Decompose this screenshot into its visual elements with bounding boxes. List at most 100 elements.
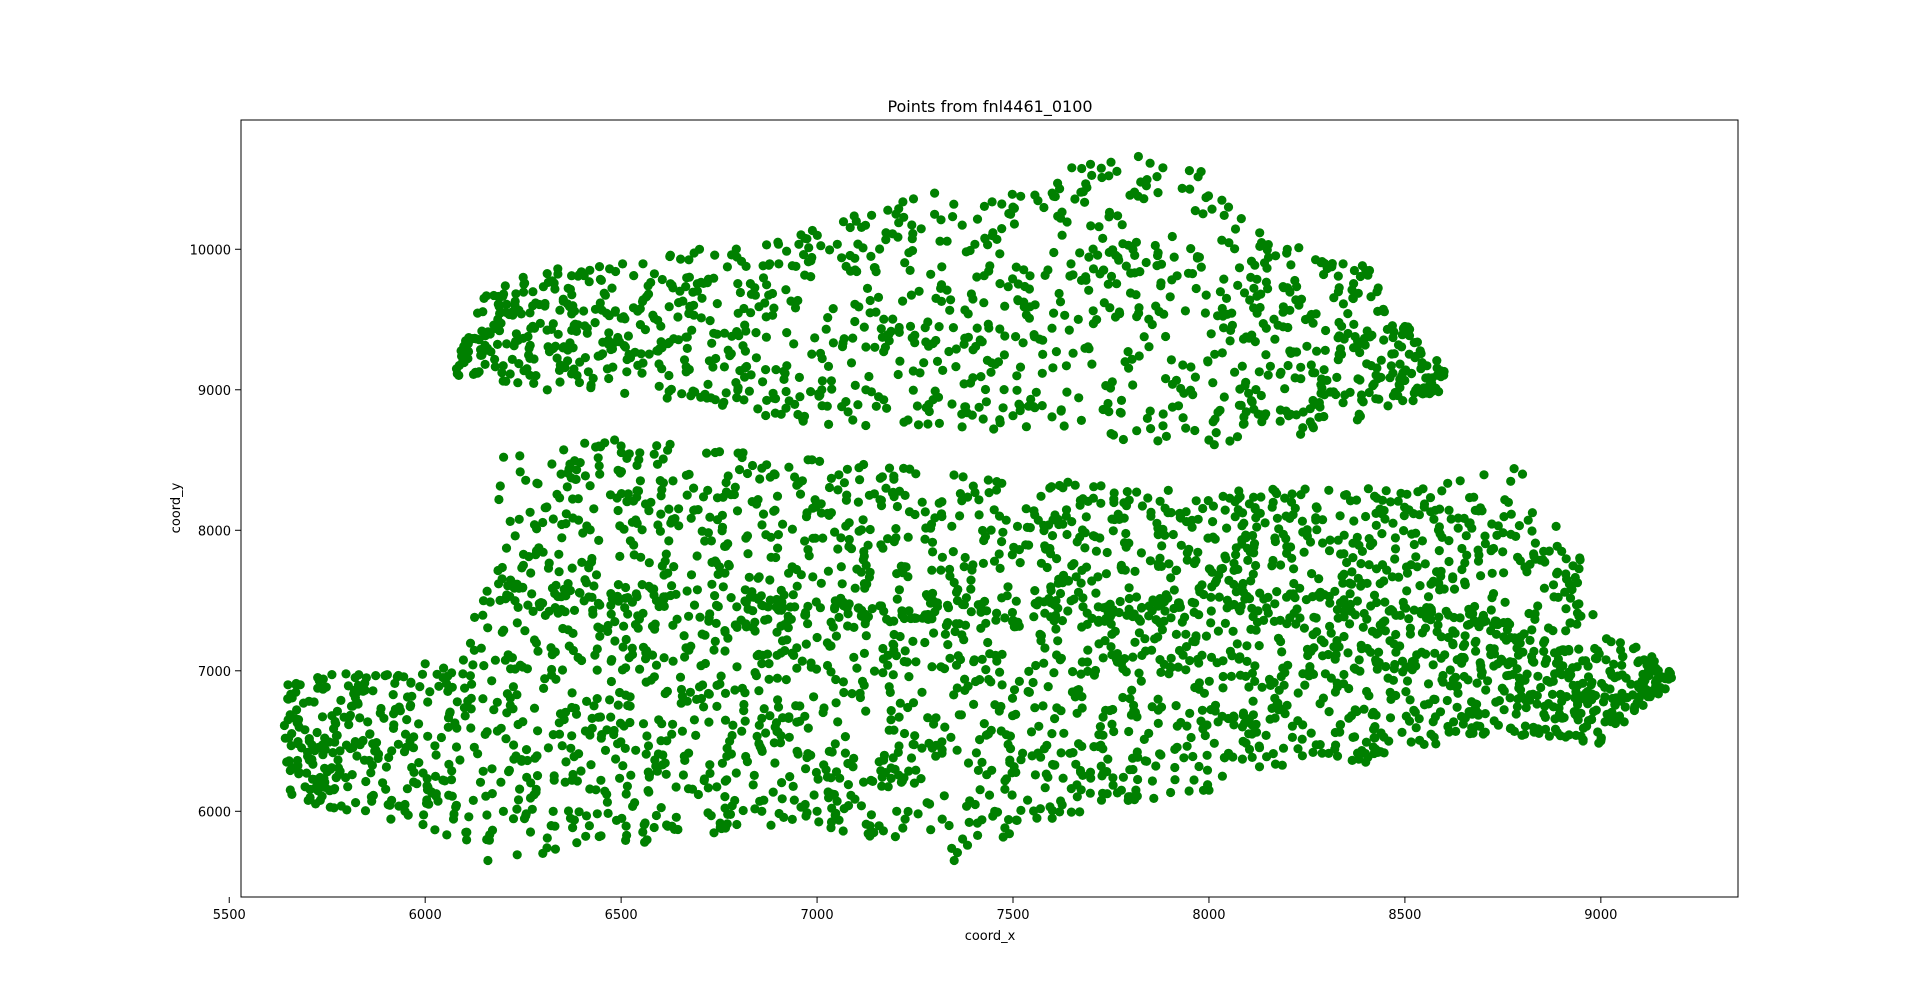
- scatter-point: [1647, 652, 1657, 662]
- scatter-point: [707, 557, 717, 568]
- scatter-point: [1430, 648, 1440, 658]
- scatter-point: [717, 522, 728, 532]
- scatter-point: [584, 563, 594, 573]
- scatter-point: [625, 717, 635, 728]
- scatter-point: [603, 626, 613, 637]
- scatter-point: [1539, 583, 1549, 593]
- scatter-point: [732, 622, 742, 633]
- scatter-point: [540, 674, 550, 684]
- scatter-point: [802, 752, 812, 763]
- scatter-point: [1002, 591, 1012, 601]
- scatter-point: [1181, 642, 1192, 652]
- scatter-point: [814, 817, 824, 827]
- scatter-point: [1317, 374, 1327, 384]
- scatter-point: [1130, 566, 1140, 577]
- scatter-point: [1379, 335, 1389, 345]
- scatter-point: [496, 777, 506, 787]
- scatter-point: [1332, 372, 1342, 382]
- scatter-point: [1297, 516, 1307, 526]
- scatter-point: [940, 629, 951, 639]
- scatter-point: [1246, 396, 1256, 406]
- scatter-point: [1353, 573, 1363, 584]
- scatter-point: [742, 468, 753, 479]
- scatter-point: [1144, 314, 1154, 324]
- scatter-point: [824, 419, 834, 429]
- scatter-point: [487, 676, 497, 686]
- scatter-point: [1067, 163, 1077, 173]
- scatter-point: [1499, 568, 1509, 578]
- scatter-point: [838, 217, 849, 227]
- scatter-point: [1134, 351, 1144, 361]
- scatter-point: [1350, 332, 1360, 342]
- scatter-point: [1451, 726, 1461, 737]
- scatter-point: [1155, 749, 1165, 759]
- scatter-point: [1171, 629, 1181, 640]
- scatter-point: [591, 442, 601, 452]
- scatter-point: [928, 547, 938, 557]
- scatter-point: [619, 621, 629, 631]
- scatter-point: [530, 753, 540, 763]
- scatter-point: [1050, 714, 1060, 724]
- scatter-point: [1419, 700, 1430, 710]
- scatter-point: [1066, 596, 1076, 606]
- scatter-point: [762, 280, 772, 290]
- scatter-point: [511, 751, 521, 761]
- scatter-point: [1587, 714, 1597, 725]
- scatter-point: [613, 739, 623, 749]
- scatter-point: [989, 424, 999, 434]
- scatter-point: [1544, 546, 1554, 556]
- scatter-point: [956, 710, 967, 720]
- scatter-point: [522, 664, 533, 674]
- scatter-point: [1249, 283, 1259, 293]
- scatter-point: [1153, 559, 1163, 569]
- scatter-point: [960, 620, 971, 630]
- scatter-point: [1619, 717, 1629, 727]
- scatter-point: [604, 311, 614, 321]
- scatter-point: [1215, 405, 1225, 415]
- scatter-point: [1165, 292, 1175, 302]
- scatter-point: [830, 604, 840, 614]
- scatter-point: [567, 271, 577, 281]
- scatter-point: [843, 609, 853, 619]
- scatter-point: [1433, 620, 1443, 630]
- scatter-point: [690, 387, 700, 397]
- scatter-point: [847, 689, 857, 699]
- scatter-point: [1009, 685, 1020, 695]
- scatter-point: [1493, 521, 1503, 531]
- scatter-point: [866, 775, 876, 786]
- scatter-point: [776, 605, 787, 615]
- scatter-point: [1334, 642, 1344, 652]
- scatter-point: [890, 764, 900, 775]
- scatter-point: [972, 272, 982, 282]
- scatter-point: [1146, 507, 1156, 517]
- scatter-point: [624, 349, 634, 360]
- scatter-point: [584, 277, 594, 287]
- scatter-point: [845, 222, 855, 233]
- scatter-point: [462, 835, 472, 845]
- scatter-point: [972, 323, 982, 333]
- scatter-point: [1298, 527, 1308, 537]
- scatter-point: [997, 224, 1007, 234]
- scatter-point: [643, 741, 654, 751]
- scatter-point: [1249, 492, 1259, 502]
- scatter-point: [1411, 528, 1421, 538]
- scatter-point: [1583, 672, 1594, 682]
- scatter-point: [1383, 401, 1393, 411]
- scatter-point: [334, 770, 344, 780]
- scatter-point: [1071, 572, 1081, 582]
- scatter-point: [1412, 650, 1422, 660]
- scatter-point: [1472, 721, 1482, 731]
- scatter-point: [1132, 487, 1142, 497]
- scatter-point: [1058, 570, 1069, 580]
- scatter-point: [602, 725, 612, 735]
- scatter-point: [1279, 283, 1289, 293]
- scatter-point: [1533, 601, 1543, 611]
- scatter-point: [936, 565, 946, 575]
- scatter-point: [782, 635, 792, 645]
- scatter-point: [1231, 550, 1241, 560]
- scatter-point: [465, 638, 476, 648]
- scatter-point: [708, 362, 718, 372]
- scatter-point: [974, 402, 984, 412]
- scatter-point: [1112, 166, 1122, 176]
- scatter-point: [795, 392, 805, 402]
